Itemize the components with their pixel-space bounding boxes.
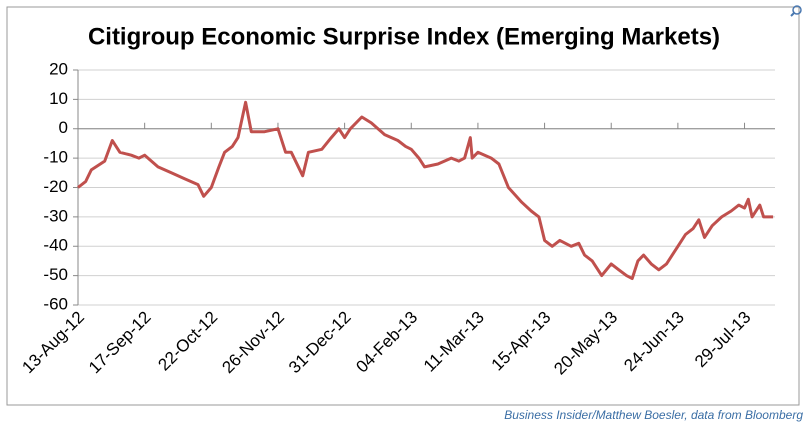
y-tick-label: -30 — [43, 206, 68, 225]
y-tick-label: -40 — [43, 236, 68, 255]
chart-title: Citigroup Economic Surprise Index (Emerg… — [88, 23, 720, 50]
y-tick-label: 10 — [49, 89, 68, 108]
zoom-icon[interactable] — [790, 5, 802, 17]
y-tick-label: -50 — [43, 265, 68, 284]
data-line — [77, 100, 774, 281]
chart-frame — [6, 6, 800, 406]
y-tick-label: -20 — [43, 177, 68, 196]
y-tick-label: 20 — [49, 59, 68, 78]
y-tick-label: -10 — [43, 148, 68, 167]
source: Business Insider/Matthew Boesler, data f… — [504, 408, 803, 422]
y-tick-label: -60 — [43, 294, 68, 313]
y-tick-label: 0 — [59, 118, 68, 137]
